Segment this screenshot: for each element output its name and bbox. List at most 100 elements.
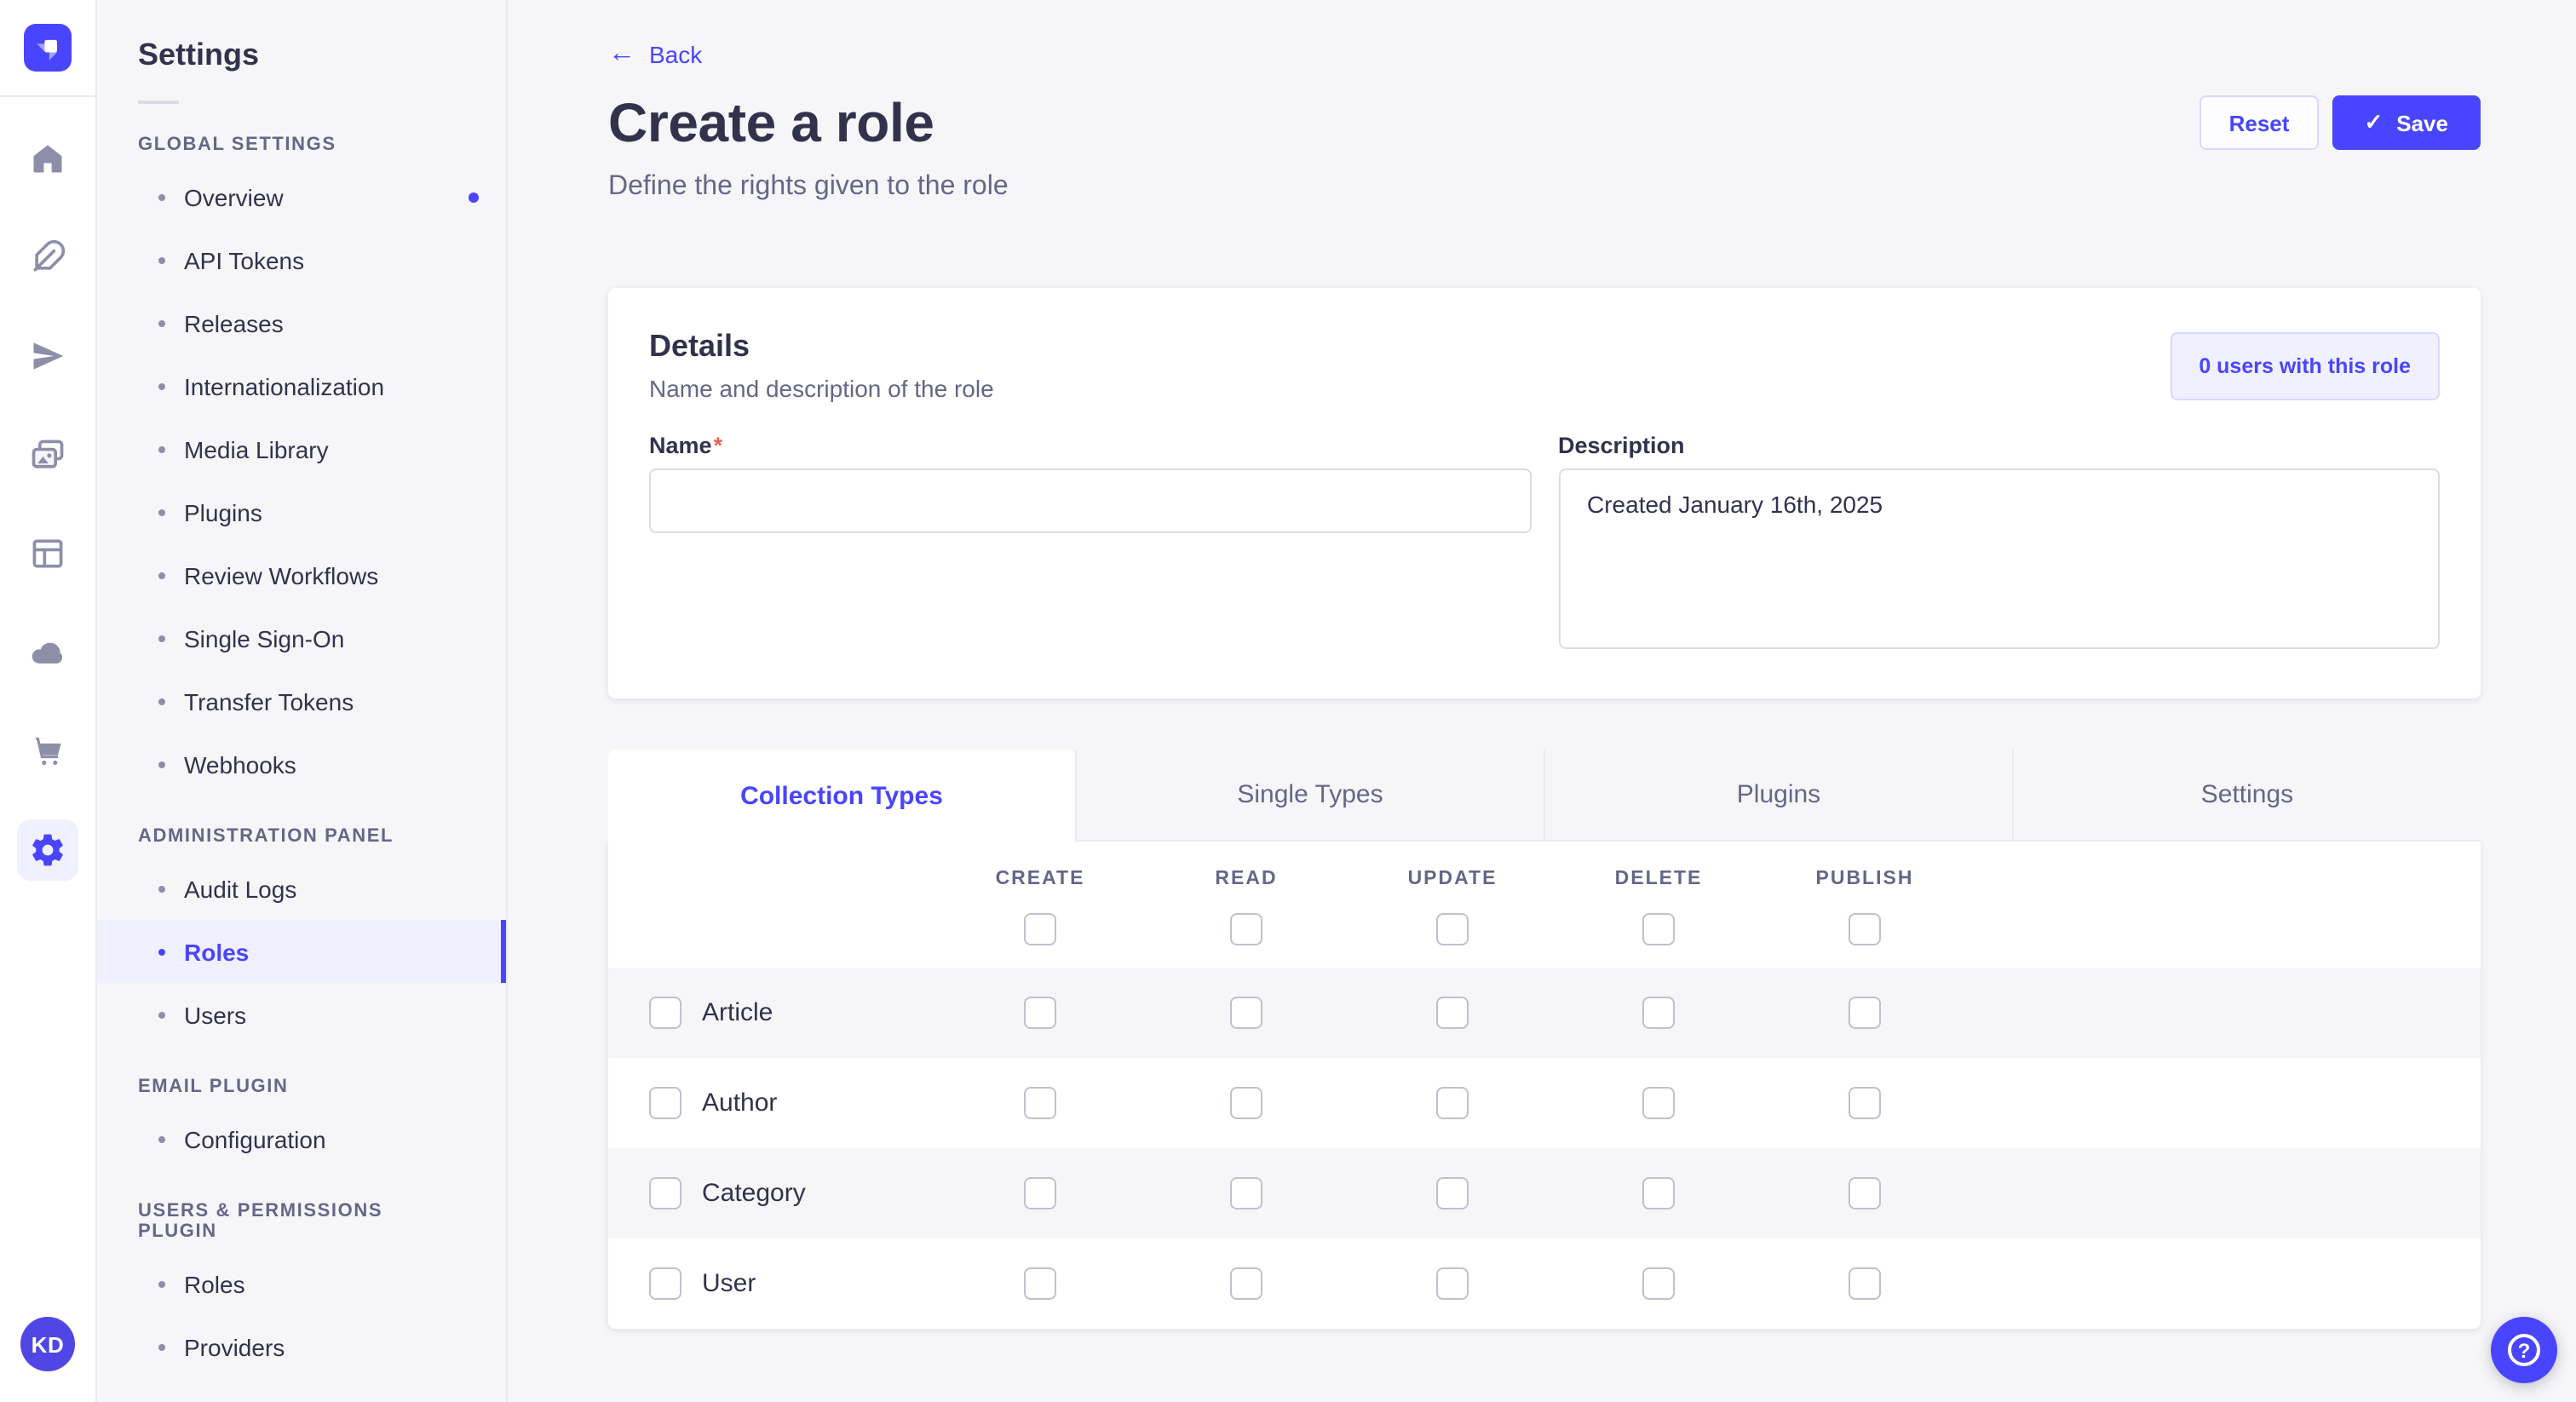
sidebar-item-label: Plugins xyxy=(184,498,262,526)
perm-checkbox-read[interactable] xyxy=(1230,997,1262,1029)
perm-checkbox-create[interactable] xyxy=(1024,1267,1056,1300)
select-all-delete-checkbox[interactable] xyxy=(1642,912,1675,945)
tab-collection-types[interactable]: Collection Types xyxy=(608,750,1075,842)
reset-label: Reset xyxy=(2229,110,2290,135)
nav-media-library[interactable] xyxy=(17,424,78,486)
perm-checkbox-read[interactable] xyxy=(1230,1087,1262,1119)
subnav-title: Settings xyxy=(97,37,506,73)
sidebar-item-label: Review Workflows xyxy=(184,561,378,589)
sidebar-item-internationalization[interactable]: Internationalization xyxy=(97,354,506,417)
perm-checkbox-delete[interactable] xyxy=(1642,1087,1675,1119)
tab-plugins[interactable]: Plugins xyxy=(1544,750,2012,842)
tab-single-types[interactable]: Single Types xyxy=(1075,750,1544,842)
sidebar-item-audit-logs[interactable]: Audit Logs xyxy=(97,857,506,920)
perm-checkbox-publish[interactable] xyxy=(1849,1267,1881,1300)
perm-checkbox-delete[interactable] xyxy=(1642,1177,1675,1210)
description-textarea[interactable]: Created January 16th, 2025 xyxy=(1558,468,2440,649)
perm-checkbox-read[interactable] xyxy=(1230,1267,1262,1300)
sidebar-item-providers[interactable]: Providers xyxy=(97,1315,506,1378)
workspace-logo-block[interactable] xyxy=(0,0,95,97)
nav-content-type-builder[interactable] xyxy=(17,523,78,584)
subnav-divider xyxy=(138,101,179,104)
perm-checkbox-delete[interactable] xyxy=(1642,997,1675,1029)
user-avatar[interactable]: KD xyxy=(20,1317,75,1371)
nav-settings[interactable] xyxy=(17,819,78,881)
layout-icon xyxy=(29,535,66,572)
sidebar-item-roles-admin[interactable]: Roles xyxy=(97,920,506,983)
perm-checkbox-update[interactable] xyxy=(1436,1177,1469,1210)
row-label: User xyxy=(702,1269,756,1298)
perm-checkbox-create[interactable] xyxy=(1024,1177,1056,1210)
sidebar-item-label: Transfer Tokens xyxy=(184,687,354,715)
sidebar-item-roles-up[interactable]: Roles xyxy=(97,1252,506,1315)
perm-checkbox-read[interactable] xyxy=(1230,1177,1262,1210)
description-field-label: Description xyxy=(1558,433,2440,458)
select-all-read-checkbox[interactable] xyxy=(1230,912,1262,945)
nav-home[interactable] xyxy=(17,128,78,189)
column-header-create: CREATE xyxy=(937,869,1143,889)
help-button[interactable]: ? xyxy=(2491,1317,2557,1383)
paper-plane-icon xyxy=(29,337,66,375)
tab-settings[interactable]: Settings xyxy=(2012,750,2481,842)
perm-checkbox-delete[interactable] xyxy=(1642,1267,1675,1300)
back-arrow-icon: ← xyxy=(608,41,635,68)
reset-button[interactable]: Reset xyxy=(2200,95,2319,150)
permissions-tabs: Collection Types Single Types Plugins Se… xyxy=(608,750,2481,842)
permission-row-category: Category xyxy=(608,1148,2481,1238)
back-label: Back xyxy=(649,41,702,68)
bullet-dot xyxy=(158,761,165,767)
sidebar-item-plugins[interactable]: Plugins xyxy=(97,480,506,543)
sidebar-item-label: Overview xyxy=(184,183,284,210)
sidebar-item-single-sign-on[interactable]: Single Sign-On xyxy=(97,606,506,669)
sidebar-item-webhooks[interactable]: Webhooks xyxy=(97,733,506,796)
sidebar-item-users[interactable]: Users xyxy=(97,983,506,1046)
select-all-publish-checkbox[interactable] xyxy=(1849,912,1881,945)
tab-label: Settings xyxy=(2201,780,2293,809)
cloud-icon xyxy=(29,634,66,671)
active-item-bar xyxy=(501,920,506,983)
perm-checkbox-create[interactable] xyxy=(1024,997,1056,1029)
sidebar-item-api-tokens[interactable]: API Tokens xyxy=(97,228,506,291)
permission-row-article: Article xyxy=(608,968,2481,1058)
row-select-checkbox[interactable] xyxy=(649,1087,681,1119)
row-select-checkbox[interactable] xyxy=(649,997,681,1029)
sidebar-item-review-workflows[interactable]: Review Workflows xyxy=(97,543,506,606)
save-button[interactable]: ✓ Save xyxy=(2332,95,2481,150)
sidebar-item-releases[interactable]: Releases xyxy=(97,291,506,354)
feather-pen-icon xyxy=(29,238,66,276)
nav-deploy[interactable] xyxy=(17,622,78,683)
perm-checkbox-publish[interactable] xyxy=(1849,1087,1881,1119)
users-with-role-button[interactable]: 0 users with this role xyxy=(2170,332,2440,400)
sidebar-item-label: Releases xyxy=(184,309,284,336)
perm-checkbox-update[interactable] xyxy=(1436,997,1469,1029)
bullet-dot xyxy=(158,1280,165,1287)
nav-releases[interactable] xyxy=(17,325,78,387)
column-header-delete: DELETE xyxy=(1555,869,1762,889)
name-input[interactable] xyxy=(649,468,1531,533)
perm-checkbox-update[interactable] xyxy=(1436,1087,1469,1119)
sidebar-item-overview[interactable]: Overview xyxy=(97,165,506,228)
perm-checkbox-update[interactable] xyxy=(1436,1267,1469,1300)
nav-content-manager[interactable] xyxy=(17,227,78,288)
perm-checkbox-publish[interactable] xyxy=(1849,997,1881,1029)
column-header-update: UPDATE xyxy=(1349,869,1555,889)
row-select-checkbox[interactable] xyxy=(649,1267,681,1300)
sidebar-item-transfer-tokens[interactable]: Transfer Tokens xyxy=(97,669,506,733)
row-select-checkbox[interactable] xyxy=(649,1177,681,1210)
back-link[interactable]: ← Back xyxy=(608,41,702,68)
sidebar-item-label: API Tokens xyxy=(184,246,304,273)
perm-checkbox-create[interactable] xyxy=(1024,1087,1056,1119)
row-label: Author xyxy=(702,1089,777,1118)
strapi-admin-app: KD Settings GLOBAL SETTINGS Overview API… xyxy=(0,0,2576,1402)
nav-marketplace[interactable] xyxy=(17,721,78,782)
tab-label: Collection Types xyxy=(740,781,943,810)
sidebar-item-label: Audit Logs xyxy=(184,875,296,902)
permissions-section: Collection Types Single Types Plugins Se… xyxy=(608,750,2481,1329)
select-all-create-checkbox[interactable] xyxy=(1024,912,1056,945)
sidebar-item-configuration[interactable]: Configuration xyxy=(97,1107,506,1170)
perm-checkbox-publish[interactable] xyxy=(1849,1177,1881,1210)
required-asterisk: * xyxy=(714,433,723,458)
select-all-update-checkbox[interactable] xyxy=(1436,912,1469,945)
sidebar-item-media-library[interactable]: Media Library xyxy=(97,417,506,480)
bullet-dot xyxy=(158,885,165,892)
